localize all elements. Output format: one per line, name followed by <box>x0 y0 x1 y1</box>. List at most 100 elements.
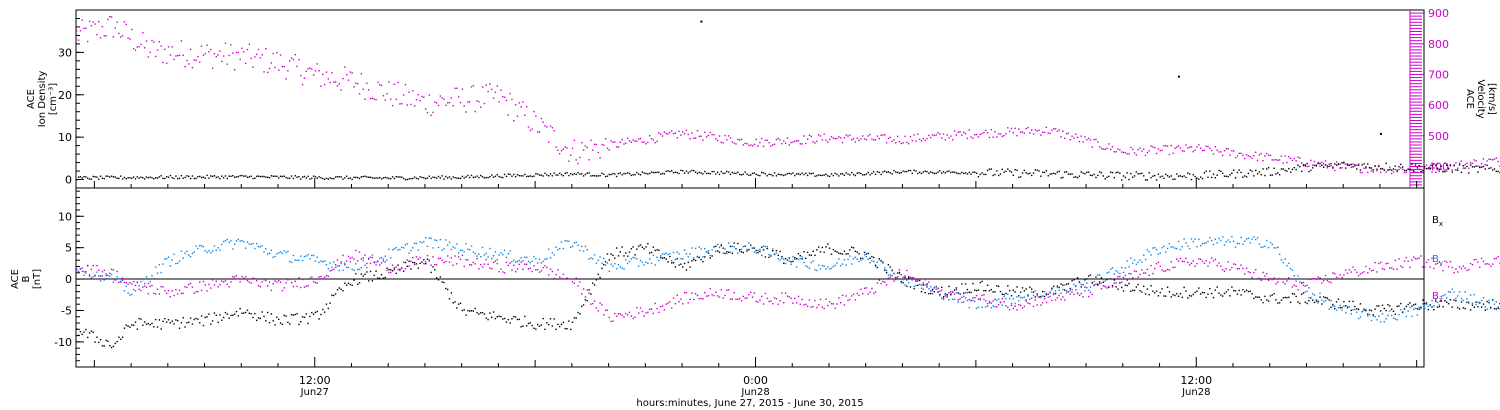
velocity-point <box>1080 135 1082 137</box>
b-bx-point <box>738 249 741 251</box>
velocity-point <box>1064 137 1066 140</box>
b-bx-point <box>540 324 543 326</box>
density-point <box>830 173 833 175</box>
velocity-point <box>1479 165 1481 168</box>
b-by-point <box>742 245 745 248</box>
b-bx-point <box>116 340 118 343</box>
density-point <box>439 177 442 179</box>
density-point <box>553 172 555 174</box>
b-by-point <box>786 259 789 261</box>
b-by-point <box>395 246 397 249</box>
density-point <box>1100 172 1103 174</box>
b-by-point <box>103 279 105 281</box>
b-bx-point <box>830 253 833 255</box>
velocity-point <box>470 86 473 88</box>
density-point <box>685 170 688 172</box>
density-point <box>683 172 686 174</box>
b-bx-point <box>983 290 985 292</box>
velocity-point <box>177 54 179 57</box>
density-point <box>1229 174 1231 176</box>
velocity-point <box>1424 167 1426 170</box>
density-point <box>1082 172 1084 174</box>
b-by-point <box>401 246 403 249</box>
density-point <box>946 170 948 173</box>
density-point <box>852 173 855 176</box>
velocity-point <box>145 40 148 42</box>
velocity-point <box>744 142 746 145</box>
b-bx-point <box>768 256 770 259</box>
b-by-point <box>417 249 419 251</box>
b-by-point <box>1113 273 1116 275</box>
b-by-point <box>1091 282 1093 285</box>
velocity-point <box>794 140 796 143</box>
b-bx-point <box>222 316 225 319</box>
b-by-point <box>764 245 767 248</box>
density-point <box>257 175 260 177</box>
density-point <box>459 177 462 180</box>
velocity-point <box>305 70 307 72</box>
density-point <box>560 173 563 176</box>
b-bx-point <box>654 249 656 252</box>
b-bx-point <box>127 325 129 327</box>
b-by-point <box>1343 305 1345 307</box>
density-point <box>107 175 109 177</box>
velocity-point <box>863 138 866 140</box>
b-bx-point <box>726 250 728 253</box>
velocity-point <box>215 56 217 58</box>
velocity-point <box>1133 152 1136 154</box>
velocity-point <box>1012 131 1015 134</box>
velocity-point <box>985 129 987 132</box>
velocity-point <box>999 133 1002 135</box>
density-spike <box>1379 132 1382 135</box>
density-point <box>1245 176 1248 178</box>
b-by-point <box>676 251 678 253</box>
b-bx-point <box>887 263 890 266</box>
b-bx-point <box>1157 295 1160 297</box>
b-bx-point <box>131 324 133 326</box>
b-by-point <box>281 252 284 255</box>
velocity-point <box>727 135 730 137</box>
density-point <box>577 171 579 174</box>
density-point <box>134 178 137 180</box>
velocity-point <box>505 99 508 102</box>
b-by-point <box>974 300 976 303</box>
velocity-point <box>1330 165 1332 167</box>
velocity-point <box>889 136 891 139</box>
velocity-point <box>1155 152 1158 155</box>
density-point <box>452 176 454 178</box>
b-by-point <box>547 248 550 250</box>
velocity-point <box>926 137 928 140</box>
density-point <box>1411 163 1413 165</box>
b-by-point <box>289 260 291 263</box>
b-bx-point <box>707 252 710 254</box>
b-by-point <box>1435 298 1437 301</box>
density-point <box>625 172 627 175</box>
density-point <box>1468 172 1470 174</box>
density-point <box>1352 166 1354 168</box>
b-by-point <box>292 254 295 257</box>
b-bx-point <box>1005 292 1007 295</box>
density-point <box>1155 179 1158 181</box>
b-by-point <box>1220 239 1222 242</box>
b-by-point <box>891 269 893 271</box>
velocity-point <box>1183 150 1185 152</box>
density-point <box>893 169 895 172</box>
b-bx-point <box>154 318 157 321</box>
b-by-point <box>448 241 451 244</box>
velocity-point <box>1128 153 1130 155</box>
density-point <box>259 175 262 178</box>
density-point <box>239 175 241 177</box>
b-by-point <box>110 273 113 276</box>
b-bx-point <box>327 307 330 310</box>
b-bx-point <box>994 291 996 293</box>
b-bx-point <box>851 246 853 249</box>
b-by-point <box>1214 238 1217 240</box>
density-point <box>182 177 184 179</box>
density-point <box>750 174 752 176</box>
b-bx-point <box>219 314 221 316</box>
velocity-point <box>1027 126 1029 129</box>
b-by-point <box>268 252 271 255</box>
b-by-point <box>208 249 210 252</box>
b-bx-point <box>516 318 519 321</box>
b-by-point <box>505 256 508 259</box>
